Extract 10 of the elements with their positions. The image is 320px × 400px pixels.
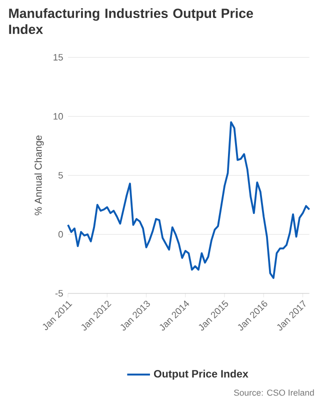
chart-title: Manufacturing Industries Output Price Index [9, 8, 254, 34]
legend-label: Output Price Index [154, 370, 248, 380]
y-tick-label: -5 [55, 290, 63, 297]
y-tick-label: 0 [58, 231, 63, 238]
y-tick-label: 10 [54, 113, 63, 120]
line-series [67, 121, 310, 279]
y-axis-title: % Annual Change [34, 135, 44, 216]
y-tick-label: 5 [58, 172, 63, 179]
source-note: Source: CSO Ireland [234, 389, 314, 396]
y-tick-label: 15 [54, 54, 63, 61]
